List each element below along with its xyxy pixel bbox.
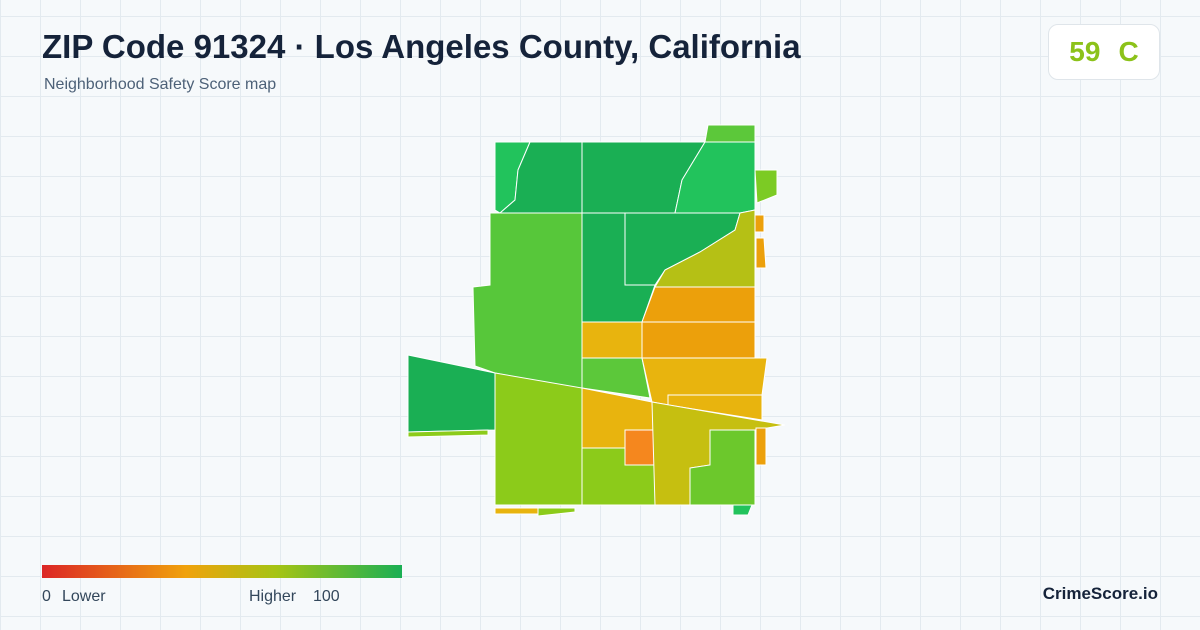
score-grade: C bbox=[1118, 36, 1139, 67]
legend-min: 0 bbox=[42, 588, 51, 605]
score-badge: 59 C bbox=[1048, 24, 1160, 80]
title: ZIP Code 91324 · Los Angeles County, Cal… bbox=[42, 28, 801, 65]
legend-min-label: Lower bbox=[62, 588, 106, 605]
legend-max-label: Higher bbox=[249, 588, 297, 605]
legend-max: 100 bbox=[313, 588, 340, 605]
brand: CrimeScore.io bbox=[1042, 584, 1158, 603]
subtitle: Neighborhood Safety Score map bbox=[44, 76, 277, 93]
map-regions bbox=[407, 124, 786, 517]
score-value: 59 bbox=[1069, 36, 1101, 67]
legend-gradient bbox=[42, 565, 402, 578]
